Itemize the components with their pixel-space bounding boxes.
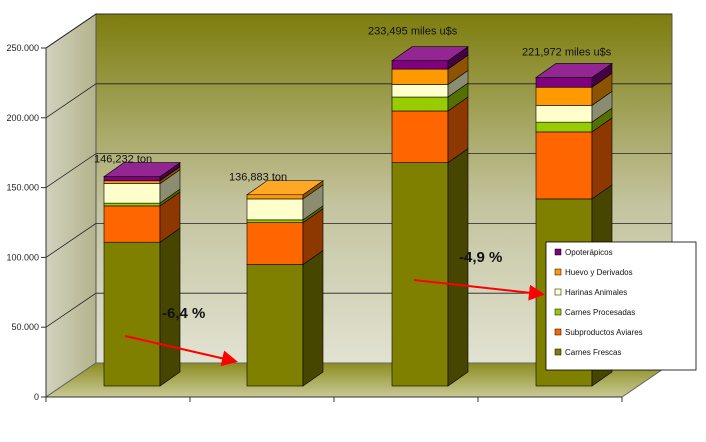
bar-segment — [246, 249, 324, 387]
bar-front — [391, 84, 449, 98]
gridline — [45, 83, 672, 119]
bar-segment — [391, 54, 469, 86]
legend-label: Subproductos Aviares — [565, 328, 643, 337]
legend-box — [545, 241, 697, 371]
bar-front — [535, 77, 593, 88]
bar-stack — [103, 162, 181, 387]
bar-front — [535, 131, 593, 200]
bar-front — [246, 264, 304, 387]
bar-front — [246, 198, 304, 221]
change-annotation: -4,9 % — [459, 249, 502, 266]
bar-front — [246, 219, 304, 223]
bar-front — [535, 121, 593, 133]
y-tick-label: 250.000 — [6, 43, 39, 53]
bar-front — [391, 162, 449, 387]
bar-total-label: 136,883 ton — [229, 172, 287, 184]
bar-front — [103, 241, 161, 387]
legend-swatch — [554, 348, 562, 356]
legend-item: Carnes Frescas — [554, 348, 621, 357]
bar-top — [535, 63, 613, 78]
bar-segment — [103, 227, 181, 387]
bar-side — [447, 148, 469, 387]
bar-front — [391, 60, 449, 70]
gridline — [45, 292, 672, 328]
gridlines — [45, 13, 672, 328]
bar-segment — [391, 148, 469, 387]
side-wall — [45, 13, 97, 398]
bar-segment — [246, 184, 324, 221]
legend-label: Carnes Procesadas — [565, 308, 635, 317]
legend-item: Opoterápicos — [554, 248, 613, 257]
bar-front — [535, 105, 593, 123]
bar-front — [246, 222, 304, 265]
legend-label: Carnes Frescas — [565, 348, 621, 357]
bar-total-labels: 146,232 ton 136,883 ton 233,495 miles u$s 2… — [94, 26, 612, 184]
change-annotation: -6,4 % — [162, 305, 205, 322]
bar-top — [391, 46, 469, 62]
gridline — [45, 153, 672, 188]
legend-item: Harinas Animales — [554, 288, 627, 297]
bar-front — [103, 176, 161, 182]
bar-side — [302, 249, 324, 387]
bar-front — [103, 205, 161, 243]
legend-swatch — [554, 248, 562, 256]
y-tick-label: 100.000 — [6, 252, 39, 262]
legend-item: Carnes Procesadas — [554, 308, 635, 317]
legend-swatch — [554, 308, 562, 316]
bar-front — [391, 110, 449, 163]
legend-swatch — [554, 288, 562, 296]
bars — [103, 46, 613, 387]
legend: Opoterápicos Huevo y Derivados Harinas Ani… — [545, 241, 697, 371]
y-tick-label: 150.000 — [6, 183, 39, 193]
legend-label: Huevo y Derivados — [565, 268, 633, 277]
bar-segment — [246, 208, 324, 266]
y-tick-label: 50.000 — [11, 322, 39, 332]
bar-stack — [246, 180, 324, 387]
annotations: -6,4 % -4,9 % — [124, 249, 545, 367]
bar-front — [103, 202, 161, 207]
y-tick-label: 200.000 — [6, 113, 39, 123]
bar-segment — [103, 169, 181, 204]
decrease-arrow — [124, 335, 238, 367]
bar-segment — [391, 82, 469, 112]
y-tick-label: 0 — [34, 392, 39, 402]
legend-label: Opoterápicos — [565, 248, 613, 257]
legend-label: Harinas Animales — [565, 288, 627, 297]
bar-front — [391, 96, 449, 112]
legend-item: Huevo y Derivados — [554, 268, 633, 277]
bar-top — [246, 180, 324, 196]
bar-front — [391, 68, 449, 85]
gridline — [45, 222, 672, 258]
bar-total-label: 146,232 ton — [94, 154, 152, 166]
gridline — [45, 13, 672, 49]
bar-front — [535, 86, 593, 106]
bar-top — [103, 162, 181, 177]
legend-swatch — [554, 328, 562, 336]
bar-front — [103, 180, 161, 184]
bar-total-label: 233,495 miles u$s — [368, 26, 458, 38]
y-axis: 0 50.000 100.000 150.000 200.000 250.000 — [6, 43, 623, 402]
legend-item: Subproductos Aviares — [554, 328, 643, 337]
bar-segment — [535, 72, 613, 106]
bar-total-label: 221,972 miles u$s — [522, 46, 612, 58]
bar-front — [246, 194, 304, 200]
bar-front — [103, 183, 161, 204]
decrease-arrow — [413, 279, 545, 301]
bar-segment — [391, 69, 469, 98]
legend-swatch — [554, 268, 562, 276]
bar-stack — [391, 46, 469, 387]
